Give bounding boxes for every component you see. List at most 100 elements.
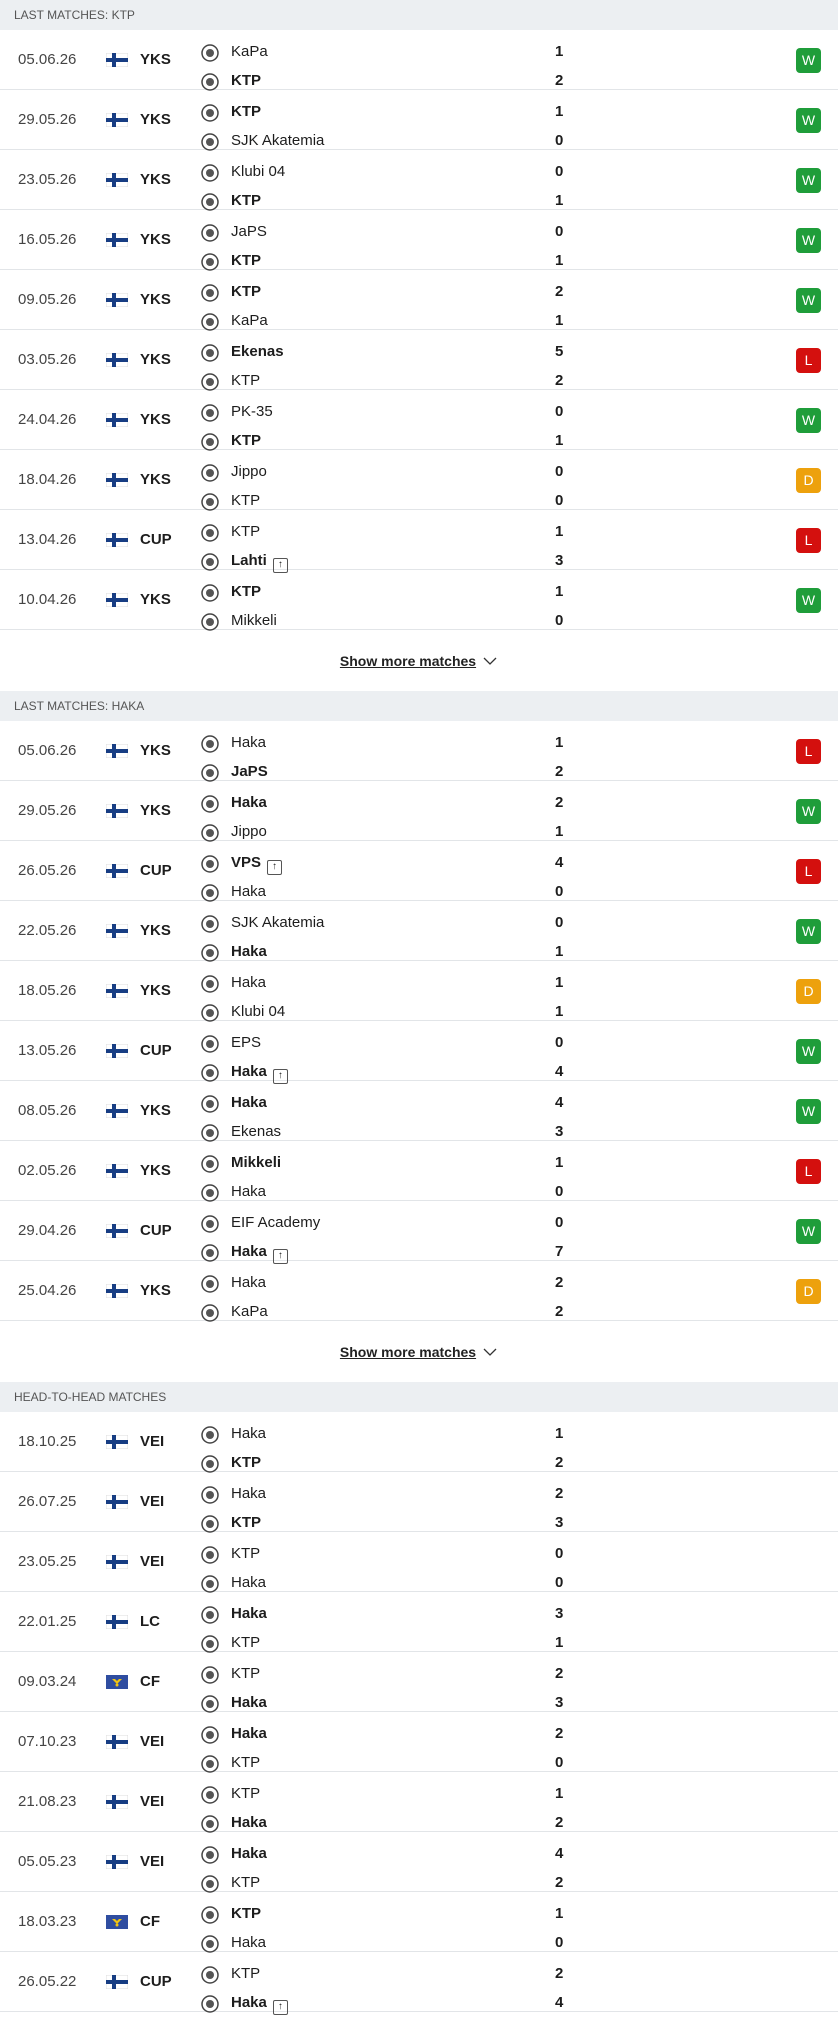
match-row[interactable]: 26.05.22 CUP KTP 2 Haka ↑ 4 bbox=[0, 1952, 838, 2015]
match-row[interactable]: 09.05.26 YKS KTP 2 KaPa 1 W bbox=[0, 270, 838, 331]
country-flag bbox=[105, 1283, 129, 1299]
match-row[interactable]: 03.05.26 YKS Ekenas 5 KTP 2 L bbox=[0, 330, 838, 391]
match-row[interactable]: 10.04.26 YKS KTP 1 Mikkeli 0 W bbox=[0, 570, 838, 631]
competition: YKS bbox=[140, 802, 171, 819]
team-name: Jippo bbox=[231, 823, 267, 840]
team-name: Haka bbox=[231, 1274, 267, 1291]
team-logo bbox=[201, 1275, 219, 1293]
section-header: HEAD-TO-HEAD MATCHES bbox=[0, 1382, 838, 1412]
match-date: 05.06.26 bbox=[18, 742, 77, 759]
match-row[interactable]: 08.05.26 YKS Haka 4 Ekenas 3 W bbox=[0, 1081, 838, 1142]
score: 2 bbox=[555, 1485, 564, 1502]
team-name: Haka bbox=[231, 794, 267, 811]
team-name: Mikkeli bbox=[231, 612, 277, 629]
country-flag bbox=[105, 1614, 129, 1630]
team-cell: Lahti ↑ bbox=[231, 552, 288, 573]
match-row[interactable]: 18.05.26 YKS Haka 1 Klubi 04 1 D bbox=[0, 961, 838, 1022]
team-cell: Haka bbox=[231, 1274, 266, 1291]
team-cell: KaPa bbox=[231, 1303, 268, 1320]
team-cell: Klubi 04 bbox=[231, 163, 285, 180]
team-logo bbox=[201, 1515, 219, 1533]
result-badge: D bbox=[796, 1279, 821, 1304]
match-row[interactable]: 23.05.26 YKS Klubi 04 0 KTP 1 W bbox=[0, 150, 838, 211]
team-name: Haka bbox=[231, 1094, 267, 1111]
country-flag bbox=[105, 292, 129, 308]
match-row[interactable]: 13.04.26 CUP KTP 1 Lahti ↑ 3 L bbox=[0, 510, 838, 573]
team-cell: SJK Akatemia bbox=[231, 132, 324, 149]
match-row[interactable]: 21.08.23 VEI KTP 1 Haka 2 bbox=[0, 1772, 838, 1833]
match-row[interactable]: 09.03.24 CF KTP 2 Haka 3 bbox=[0, 1652, 838, 1713]
match-row[interactable]: 16.05.26 YKS JaPS 0 KTP 1 W bbox=[0, 210, 838, 271]
score: 1 bbox=[555, 1785, 564, 1802]
team-cell: KTP bbox=[231, 72, 261, 89]
match-row[interactable]: 24.04.26 YKS PK-35 0 KTP 1 W bbox=[0, 390, 838, 451]
match-row[interactable]: 26.05.26 CUP VPS ↑ 4 Haka 0 L bbox=[0, 841, 838, 902]
team-cell: KTP bbox=[231, 1874, 260, 1891]
competition: VEI bbox=[140, 1553, 165, 1570]
team-cell: KaPa bbox=[231, 43, 268, 60]
team-logo bbox=[201, 1995, 219, 2013]
match-date: 21.08.23 bbox=[18, 1793, 77, 1810]
match-row[interactable]: 29.04.26 CUP EIF Academy 0 Haka ↑ 7 W bbox=[0, 1201, 838, 1264]
score: 0 bbox=[555, 1034, 564, 1051]
match-date: 05.06.26 bbox=[18, 51, 77, 68]
show-more-link[interactable]: Show more matches bbox=[339, 1343, 477, 1360]
match-row[interactable]: 13.05.26 CUP EPS 0 Haka ↑ 4 W bbox=[0, 1021, 838, 1084]
team-cell: Jippo bbox=[231, 463, 267, 480]
match-date: 26.05.26 bbox=[18, 862, 77, 879]
team-name: KTP bbox=[231, 192, 261, 209]
result-badge: L bbox=[796, 528, 821, 553]
competition: YKS bbox=[140, 351, 171, 368]
match-row[interactable]: 22.01.25 LC Haka 3 KTP 1 bbox=[0, 1592, 838, 1653]
country-flag bbox=[105, 472, 129, 488]
score: 7 bbox=[555, 1243, 564, 1260]
team-cell: SJK Akatemia bbox=[231, 914, 324, 931]
country-flag bbox=[105, 1734, 129, 1750]
competition: CUP bbox=[140, 1222, 172, 1239]
match-row[interactable]: 05.06.26 YKS Haka 1 JaPS 2 L bbox=[0, 721, 838, 782]
team-cell: Haka bbox=[231, 1694, 267, 1711]
team-logo bbox=[201, 824, 219, 842]
team-cell: Haka ↑ bbox=[231, 1994, 288, 2015]
team-logo bbox=[201, 1575, 219, 1593]
competition: CUP bbox=[140, 531, 172, 548]
team-cell: Haka bbox=[231, 1183, 266, 1200]
match-row[interactable]: 23.05.25 VEI KTP 0 Haka 0 bbox=[0, 1532, 838, 1593]
match-row[interactable]: 02.05.26 YKS Mikkeli 1 Haka 0 L bbox=[0, 1141, 838, 1202]
match-row[interactable]: 22.05.26 YKS SJK Akatemia 0 Haka 1 W bbox=[0, 901, 838, 962]
match-row[interactable]: 29.05.26 YKS Haka 2 Jippo 1 W bbox=[0, 781, 838, 842]
competition: YKS bbox=[140, 742, 171, 759]
team-logo bbox=[201, 373, 219, 391]
match-row[interactable]: 07.10.23 VEI Haka 2 KTP 0 bbox=[0, 1712, 838, 1773]
match-date: 26.05.22 bbox=[18, 1973, 77, 1990]
show-more-link[interactable]: Show more matches bbox=[339, 652, 477, 669]
match-row[interactable]: 25.04.26 YKS Haka 2 KaPa 2 D bbox=[0, 1261, 838, 1322]
match-date: 23.05.26 bbox=[18, 171, 77, 188]
score: 1 bbox=[555, 103, 564, 120]
match-row[interactable]: 18.03.23 CF KTP 1 Haka 0 bbox=[0, 1892, 838, 1953]
team-logo bbox=[201, 1244, 219, 1262]
team-logo bbox=[201, 524, 219, 542]
match-row[interactable]: 29.05.26 YKS KTP 1 SJK Akatemia 0 W bbox=[0, 90, 838, 151]
team-logo bbox=[201, 1124, 219, 1142]
match-row[interactable]: 26.07.25 VEI Haka 2 KTP 3 bbox=[0, 1472, 838, 1533]
team-logo bbox=[201, 1095, 219, 1113]
team-cell: KTP bbox=[231, 1785, 260, 1802]
competition: YKS bbox=[140, 171, 171, 188]
team-name: Jippo bbox=[231, 463, 267, 480]
score: 2 bbox=[555, 1454, 564, 1471]
match-row[interactable]: 05.06.26 YKS KaPa 1 KTP 2 W bbox=[0, 30, 838, 91]
result-badge: W bbox=[796, 1219, 821, 1244]
team-cell: Haka ↑ bbox=[231, 1243, 288, 1264]
team-name: KTP bbox=[231, 1754, 261, 1771]
team-name: Ekenas bbox=[231, 1123, 282, 1140]
match-row[interactable]: 18.10.25 VEI Haka 1 KTP 2 bbox=[0, 1412, 838, 1473]
match-row[interactable]: 05.05.23 VEI Haka 4 KTP 2 bbox=[0, 1832, 838, 1893]
result-badge: W bbox=[796, 168, 821, 193]
score: 2 bbox=[555, 1725, 564, 1742]
team-logo bbox=[201, 735, 219, 753]
team-name: KTP bbox=[231, 1545, 261, 1562]
country-flag bbox=[105, 352, 129, 368]
score: 0 bbox=[555, 914, 564, 931]
match-row[interactable]: 18.04.26 YKS Jippo 0 KTP 0 D bbox=[0, 450, 838, 511]
